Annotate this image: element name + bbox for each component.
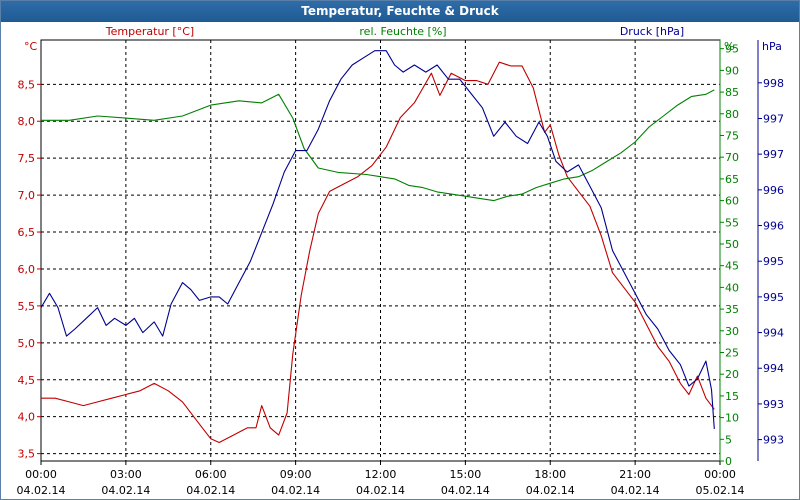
humidity-tick-label: 85 xyxy=(725,86,739,99)
pressure-tick-label: 997 xyxy=(763,148,784,161)
x-tick-time: 03:00 xyxy=(110,468,142,481)
humidity-tick-label: 30 xyxy=(725,325,739,338)
pressure-tick-label: 995 xyxy=(763,291,784,304)
x-tick-time: 15:00 xyxy=(450,468,482,481)
pressure-tick-label: 997 xyxy=(763,112,784,125)
temperature-tick-label: 3,5 xyxy=(18,448,36,461)
pressure-tick-label: 996 xyxy=(763,220,784,233)
humidity-tick-label: 0 xyxy=(725,455,732,468)
humidity-tick-label: 80 xyxy=(725,108,739,121)
humidity-tick-label: 75 xyxy=(725,129,739,142)
temperature-tick-label: 5,0 xyxy=(18,337,36,350)
temperature-tick-label: 8,0 xyxy=(18,115,36,128)
humidity-tick-label: 35 xyxy=(725,303,739,316)
pressure-tick-label: 993 xyxy=(763,398,784,411)
x-tick-date: 04.02.14 xyxy=(271,484,320,497)
humidity-unit: % xyxy=(724,40,734,53)
pressure-tick-label: 995 xyxy=(763,255,784,268)
pressure-tick-label: 998 xyxy=(763,77,784,90)
x-tick-time: 21:00 xyxy=(619,468,651,481)
temperature-tick-label: 7,5 xyxy=(18,152,36,165)
x-tick-date: 04.02.14 xyxy=(526,484,575,497)
humidity-axis-label: rel. Feuchte [%] xyxy=(359,25,446,38)
humidity-tick-label: 95 xyxy=(725,43,739,56)
temperature-tick-label: 5,5 xyxy=(18,300,36,313)
temperature-tick-label: 6,0 xyxy=(18,263,36,276)
humidity-tick-label: 40 xyxy=(725,281,739,294)
chart-title: Temperatur, Feuchte & Druck xyxy=(1,1,799,22)
x-tick-date: 04.02.14 xyxy=(186,484,235,497)
x-tick-date: 04.02.14 xyxy=(356,484,405,497)
x-tick-date: 04.02.14 xyxy=(101,484,150,497)
humidity-tick-label: 5 xyxy=(725,433,732,446)
humidity-tick-label: 10 xyxy=(725,412,739,425)
series-temperature-line xyxy=(41,61,715,444)
x-tick-date: 04.02.14 xyxy=(441,484,490,497)
pressure-tick-label: 994 xyxy=(763,362,784,375)
humidity-tick-label: 65 xyxy=(725,173,739,186)
pressure-unit: hPa xyxy=(762,40,782,53)
temperature-unit: °C xyxy=(24,40,38,53)
humidity-tick-label: 20 xyxy=(725,368,739,381)
pressure-tick-label: 996 xyxy=(763,184,784,197)
x-tick-time: 00:00 xyxy=(25,468,57,481)
temperature-tick-label: 8,5 xyxy=(18,78,36,91)
axes-layer: 00:00 04.02.14 03:00 04.02.14 06:00 04.02.14 0… xyxy=(17,25,784,497)
humidity-tick-label: 60 xyxy=(725,195,739,208)
humidity-tick-label: 55 xyxy=(725,216,739,229)
x-tick-time: 00:00 xyxy=(704,468,736,481)
humidity-tick-label: 25 xyxy=(725,346,739,359)
series-humidity-line xyxy=(41,89,715,202)
humidity-tick-label: 70 xyxy=(725,151,739,164)
temperature-tick-label: 7,0 xyxy=(18,189,36,202)
pressure-tick-label: 994 xyxy=(763,327,784,340)
humidity-tick-label: 50 xyxy=(725,238,739,251)
x-tick-time: 06:00 xyxy=(195,468,227,481)
x-tick-date: 04.02.14 xyxy=(611,484,660,497)
humidity-tick-label: 90 xyxy=(725,64,739,77)
x-tick-time: 18:00 xyxy=(534,468,566,481)
pressure-axis-label: Druck [hPa] xyxy=(620,25,684,38)
temperature-tick-label: 6,5 xyxy=(18,226,36,239)
pressure-tick-label: 993 xyxy=(763,434,784,447)
x-tick-time: 12:00 xyxy=(365,468,397,481)
temperature-tick-label: 4,0 xyxy=(18,411,36,424)
x-tick-time: 09:00 xyxy=(280,468,312,481)
humidity-tick-label: 15 xyxy=(725,390,739,403)
humidity-tick-label: 45 xyxy=(725,260,739,273)
x-tick-date: 04.02.14 xyxy=(17,484,66,497)
series-layer xyxy=(40,50,715,444)
x-tick-date: 05.02.14 xyxy=(696,484,745,497)
grid xyxy=(41,40,720,461)
temperature-axis-label: Temperatur [°C] xyxy=(105,25,194,38)
series-pressure-line xyxy=(40,50,715,429)
temperature-tick-label: 4,5 xyxy=(18,374,36,387)
